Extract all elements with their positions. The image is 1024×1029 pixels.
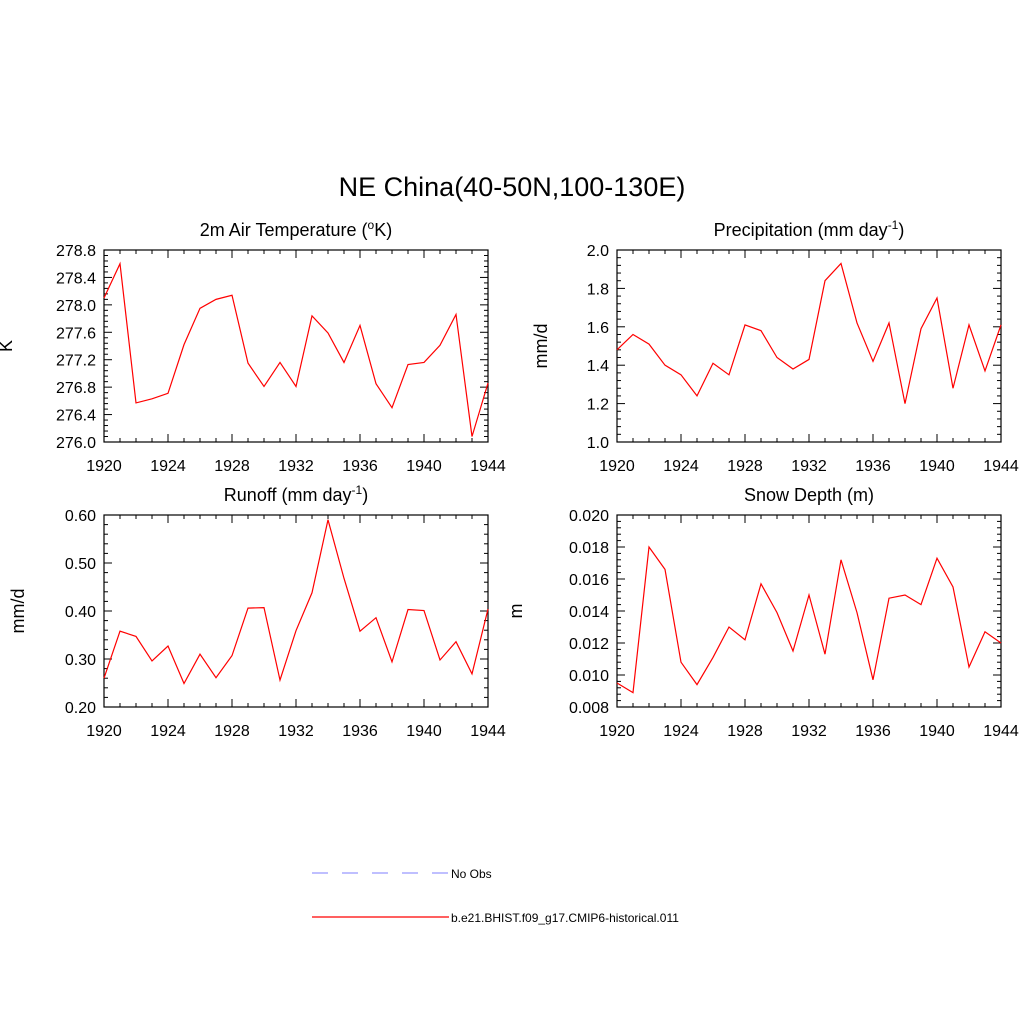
x-tick-label: 1924	[663, 458, 699, 475]
y-tick-label: 278.8	[56, 243, 96, 260]
x-tick-label: 1924	[150, 723, 186, 740]
y-tick-label: 277.2	[56, 353, 96, 370]
plot-frame	[617, 515, 1001, 707]
x-tick-label: 1940	[406, 723, 442, 740]
x-tick-label: 1940	[406, 458, 442, 475]
x-tick-label: 1940	[919, 723, 955, 740]
y-tick-label: 1.4	[587, 358, 609, 375]
panel-title-end: )	[898, 220, 904, 240]
y-tick-label: 0.020	[569, 508, 609, 525]
legend-label-2: b.e21.BHIST.f09_g17.CMIP6-historical.011	[451, 911, 679, 925]
legend-label-1: No Obs	[451, 867, 492, 881]
x-tick-label: 1928	[727, 723, 763, 740]
panel-4: 1920 1924 1928 1932 1936 1940 1944 0.008 0.010 0.…	[506, 485, 1019, 740]
y-tick-label: 1.0	[587, 435, 609, 452]
x-tick-label: 1928	[727, 458, 763, 475]
y-axis-label: m	[506, 604, 526, 619]
y-tick-label: 0.010	[569, 668, 609, 685]
x-tick-label: 1944	[983, 723, 1019, 740]
y-tick-label: 0.018	[569, 540, 609, 557]
panel-title: Runoff (mm day-1)	[224, 483, 368, 505]
x-tick-label: 1920	[599, 723, 635, 740]
panel-title-sup: -1	[888, 218, 899, 232]
panel-title: Precipitation (mm day-1)	[714, 218, 905, 240]
series-line	[104, 264, 488, 437]
x-tick-label: 1932	[791, 458, 827, 475]
panel-1: 1920 1924 1928 1932 1936 1940 1944 276.0 276.4 27…	[0, 218, 506, 475]
x-tick-label: 1932	[278, 723, 314, 740]
panel-title: Snow Depth (m)	[744, 485, 874, 505]
y-tick-label: 276.4	[56, 408, 96, 425]
y-tick-label: 0.012	[569, 636, 609, 653]
y-tick-label: 0.60	[65, 508, 96, 525]
y-tick-label: 0.30	[65, 652, 96, 669]
panel-3: 1920 1924 1928 1932 1936 1940 1944 0.20 0.30 0.40…	[8, 483, 506, 740]
panel-2: 1920 1924 1928 1932 1936 1940 1944 1.0 1.2 1.4 1.6…	[531, 218, 1019, 475]
y-tick-label: 1.8	[587, 281, 609, 298]
plot-frame	[104, 515, 488, 707]
legend: No Obs b.e21.BHIST.f09_g17.CMIP6-historic…	[312, 867, 679, 925]
x-tick-label: 1932	[791, 723, 827, 740]
panel-title-end: K)	[374, 220, 392, 240]
series-line	[617, 263, 1001, 403]
x-tick-label: 1932	[278, 458, 314, 475]
panels-group: 1920 1924 1928 1932 1936 1940 1944 276.0 276.4 27…	[0, 218, 1019, 740]
x-tick-label: 1944	[470, 723, 506, 740]
panel-title-sup: -1	[352, 483, 363, 497]
x-tick-label: 1928	[214, 723, 250, 740]
series-line	[104, 520, 488, 684]
x-tick-label: 1924	[663, 723, 699, 740]
x-tick-label: 1944	[983, 458, 1019, 475]
y-tick-label: 278.4	[56, 270, 96, 287]
x-tick-label: 1924	[150, 458, 186, 475]
plot-frame	[104, 250, 488, 442]
x-tick-label: 1940	[919, 458, 955, 475]
x-tick-label: 1936	[855, 458, 891, 475]
y-tick-label: 1.6	[587, 320, 609, 337]
panel-title-text: Snow Depth (m)	[744, 485, 874, 505]
series-line	[617, 547, 1001, 693]
y-tick-label: 2.0	[587, 243, 609, 260]
y-tick-label: 0.20	[65, 700, 96, 717]
y-tick-label: 0.008	[569, 700, 609, 717]
panel-title-text: Runoff (mm day	[224, 485, 352, 505]
y-tick-label: 278.0	[56, 298, 96, 315]
y-tick-label: 0.40	[65, 604, 96, 621]
y-axis-label: mm/d	[531, 324, 551, 369]
x-tick-label: 1920	[86, 723, 122, 740]
panel-title-text: Precipitation (mm day	[714, 220, 888, 240]
x-tick-label: 1936	[855, 723, 891, 740]
panel-title-text: 2m Air Temperature (	[200, 220, 368, 240]
y-tick-label: 0.50	[65, 556, 96, 573]
x-tick-label: 1928	[214, 458, 250, 475]
y-axis-label: mm/d	[8, 589, 28, 634]
x-tick-label: 1936	[342, 458, 378, 475]
x-tick-label: 1936	[342, 723, 378, 740]
panel-title-end: )	[362, 485, 368, 505]
x-tick-label: 1920	[599, 458, 635, 475]
y-tick-label: 0.014	[569, 604, 609, 621]
figure-title: NE China(40-50N,100-130E)	[339, 172, 686, 202]
y-tick-label: 277.6	[56, 325, 96, 342]
plot-frame	[617, 250, 1001, 442]
y-tick-label: 0.016	[569, 572, 609, 589]
x-tick-label: 1944	[470, 458, 506, 475]
y-axis-label: K	[0, 340, 16, 352]
x-tick-label: 1920	[86, 458, 122, 475]
y-tick-label: 276.0	[56, 435, 96, 452]
y-tick-label: 1.2	[587, 397, 609, 414]
y-tick-label: 276.8	[56, 380, 96, 397]
panel-title: 2m Air Temperature (oK)	[200, 218, 392, 240]
